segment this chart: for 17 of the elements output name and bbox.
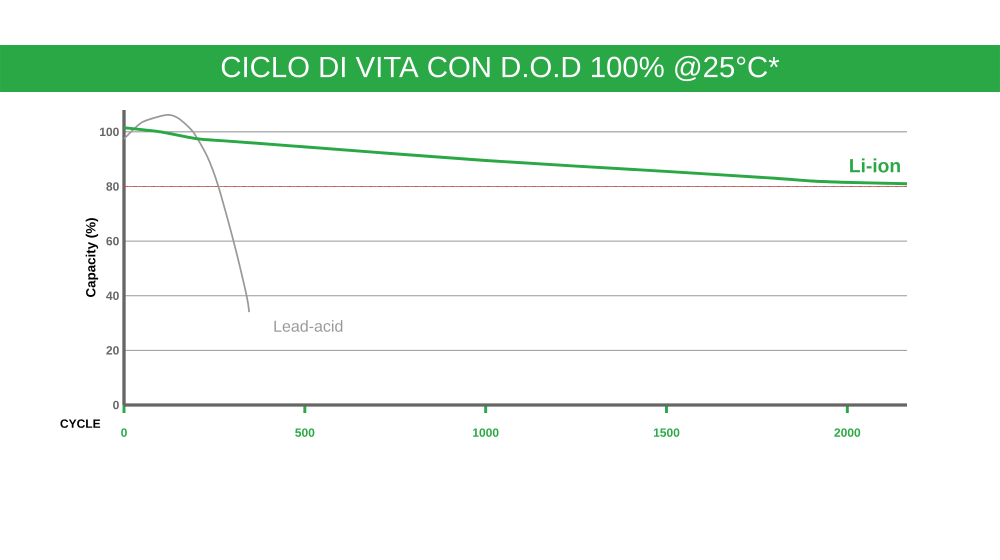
y-axis-title: Capacity (%) — [86, 218, 98, 297]
x-tick-label: 1000 — [473, 428, 499, 437]
x-tick-label: 0 — [121, 428, 127, 437]
y-tick-label: 100 — [100, 128, 119, 136]
y-tick-label: 20 — [106, 346, 119, 355]
x-axis-title: CYCLE — [60, 419, 100, 428]
y-tick-label: 40 — [106, 291, 119, 300]
y-tick-label: 0 — [113, 400, 119, 410]
x-tick-label: 500 — [295, 428, 314, 437]
x-tick-label: 2000 — [834, 428, 860, 437]
chart-title: CICLO DI VITA CON D.O.D 100% @25°C* — [222, 56, 780, 82]
y-tick-label: 60 — [106, 236, 119, 246]
y-tick-label: 80 — [106, 182, 119, 191]
series-label: Li-ion — [850, 158, 900, 172]
x-tick-label: 1500 — [654, 428, 680, 437]
line-series — [122, 126, 908, 186]
series-label: Lead-acid — [274, 320, 342, 332]
